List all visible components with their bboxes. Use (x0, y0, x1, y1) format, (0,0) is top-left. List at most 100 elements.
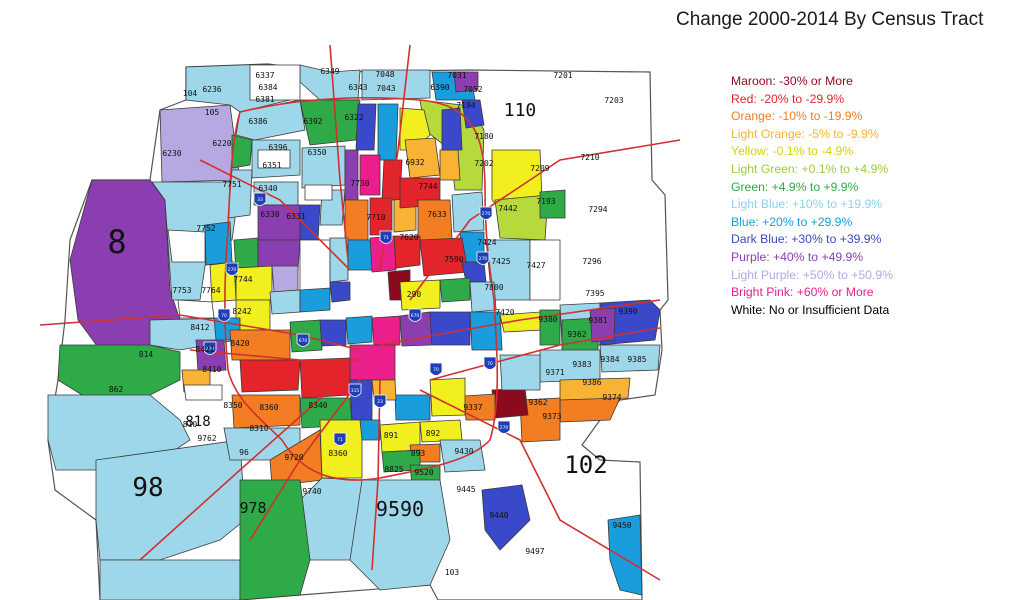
legend-item: Green: +4.9% to +9.9% (731, 179, 859, 194)
tract-number-label-large: 9590 (376, 497, 424, 521)
tract-number-label: 7710 (366, 213, 385, 222)
census-tract (269, 289, 301, 315)
census-tract (559, 377, 631, 401)
legend-item: Orange: -10% to -19.9% (731, 109, 863, 124)
tract-number-label: 8360 (259, 403, 278, 412)
census-tract (453, 71, 479, 93)
census-tract (299, 239, 331, 291)
census-tract (57, 344, 181, 401)
census-tract (257, 239, 301, 271)
census-tract (439, 439, 486, 473)
census-tract (361, 69, 431, 101)
interstate-shield-icon: 71 (379, 230, 393, 244)
tract-number-label: 7203 (604, 96, 623, 105)
tract-number-label: 9390 (618, 307, 637, 316)
interstate-shield-icon: 70 (217, 308, 231, 322)
tract-number-label: 8310 (249, 424, 268, 433)
interstate-number: 270 (228, 267, 237, 273)
census-tract (469, 311, 503, 351)
interstate-number: 70 (487, 361, 493, 367)
tract-number-label: 9430 (454, 447, 473, 456)
tract-number-label: 8421 (195, 345, 214, 354)
census-tract (499, 354, 541, 391)
census-tract (195, 339, 227, 373)
tract-number-label: 6349 (320, 67, 339, 76)
tract-number-label: 8410 (202, 365, 221, 374)
tract-number-label: 6390 (430, 83, 449, 92)
census-tract (299, 357, 351, 399)
census-tract (429, 311, 471, 346)
tract-number-label: 9440 (489, 511, 508, 520)
tract-number-label: 96 (239, 448, 249, 457)
census-tract (399, 279, 441, 311)
tract-number-label: 8825 (384, 465, 403, 474)
census-tract (329, 281, 351, 303)
highway-west-2 (189, 349, 360, 361)
tract-number-label: 7442 (498, 204, 517, 213)
tract-number-label: 8350 (223, 401, 242, 410)
highway-south-1 (371, 379, 381, 571)
tract-number-label: 290 (407, 290, 422, 299)
census-tract (599, 344, 661, 373)
census-tract (607, 514, 643, 596)
census-tract (349, 344, 396, 381)
census-tract (235, 99, 306, 141)
tract-number-label: 7201 (553, 71, 572, 80)
tract-number-label-large: 102 (564, 451, 607, 479)
tract-number-label: 9762 (197, 434, 216, 443)
interstate-shield-icon: 670 (408, 308, 422, 322)
legend-item: Light Orange: -5% to -9.9% (731, 126, 879, 141)
census-tract (319, 319, 347, 347)
interstate-number: 23 (377, 399, 383, 405)
interstate-shield-icon: 270 (225, 262, 239, 276)
census-tract (519, 397, 561, 443)
census-tract (257, 149, 291, 169)
interstate-shields: 270 71 270 270 670 670 70 70 70 270 315 71 270 33 23 (203, 192, 511, 446)
tract-number-label: 9740 (302, 487, 321, 496)
tract-number-label: 7744 (418, 182, 437, 191)
census-tract (439, 149, 461, 181)
tract-number-label: 6384 (258, 83, 277, 92)
highway-northwest (199, 159, 351, 271)
tract-number-label: 9445 (456, 485, 475, 494)
legend-item: Dark Blue: +30% to +39.9% (731, 232, 882, 247)
tract-number-label: 9374 (602, 393, 621, 402)
legend-item: Light Green: +0.1% to +4.9% (731, 161, 889, 176)
census-tract (239, 479, 311, 600)
tract-number-label: 7633 (427, 210, 446, 219)
tract-number-label: 7296 (582, 257, 601, 266)
tract-number-label: 104 (183, 89, 198, 98)
tract-number-label: 8340 (308, 401, 327, 410)
tract-number-label: 6330 (260, 210, 279, 219)
tract-number-label: 9497 (525, 547, 544, 556)
tract-number-label: 891 (384, 431, 399, 440)
tract-number-label: 7730 (350, 179, 369, 188)
tract-number-label: 814 (139, 350, 154, 359)
census-tract (355, 103, 377, 151)
legend-item: Light Purple: +50% to +50.9% (731, 267, 893, 282)
interstate-shield-icon: 270 (497, 420, 511, 434)
census-tract (441, 107, 463, 151)
interstate-number: 70 (221, 313, 227, 319)
census-tract (469, 281, 497, 313)
tract-number-label: 7031 (447, 71, 466, 80)
interstate-number: 70 (433, 367, 439, 373)
census-tract (299, 287, 331, 313)
legend-item: White: No or Insufficient Data (731, 302, 890, 317)
tract-number-label: 7202 (474, 159, 493, 168)
legend-item: Purple: +40% to +49.9% (731, 249, 864, 264)
census-tract (394, 394, 431, 421)
census-tract (227, 169, 253, 219)
census-tract (417, 199, 453, 241)
tract-number-label: 9720 (284, 453, 303, 462)
census-tract (345, 315, 373, 345)
interstate-shield-icon: 315 (348, 383, 362, 397)
tract-number-label: 9373 (542, 412, 561, 421)
interstate-number: 270 (482, 211, 491, 217)
tract-number-label: 9362 (567, 330, 586, 339)
tract-number-label: 7764 (201, 286, 220, 295)
census-tract (359, 419, 381, 441)
census-tract (239, 359, 301, 393)
census-tract (377, 103, 399, 161)
